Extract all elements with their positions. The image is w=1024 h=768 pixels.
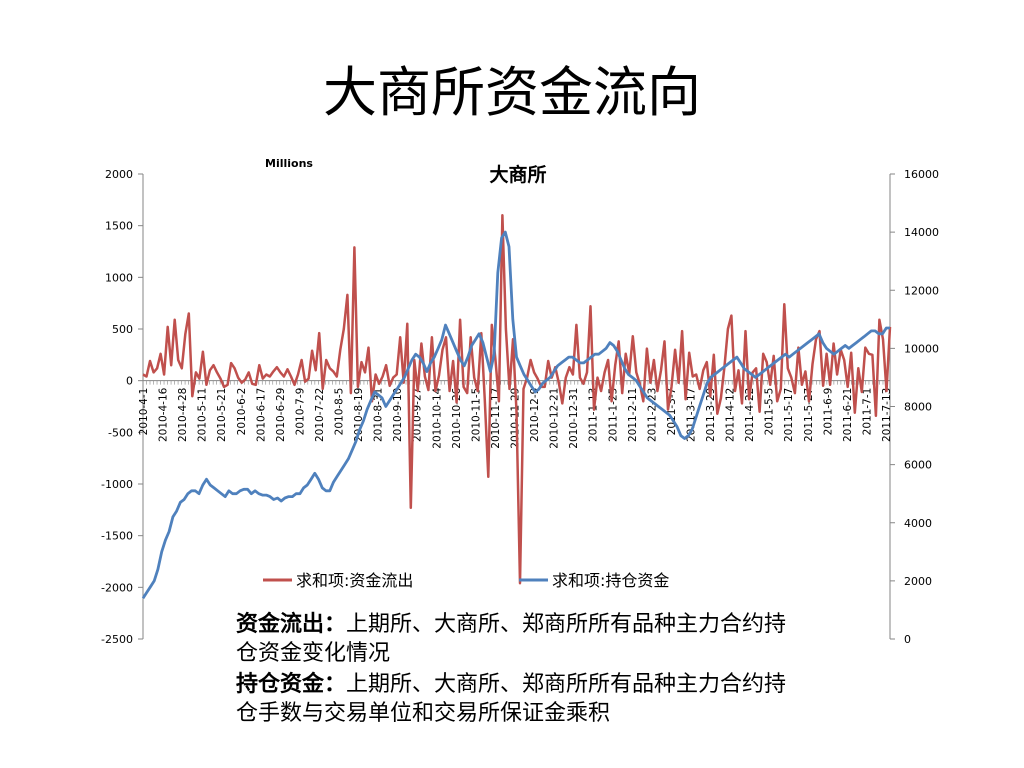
left-tick-label: -2000 [101,581,133,594]
left-tick-label: -2500 [101,633,133,646]
x-tick-label: 2010-10-26 [451,387,463,448]
note-text: 上期所、大商所、郑商所所有品种主力合约持仓手数与交易单位和交易所保证金乘积 [236,672,787,726]
legend-label-outflow: 求和项:资金流出 [296,571,413,590]
x-tick-label: 2010-12-21 [549,388,561,449]
x-tick-label: 2010-12-9 [529,388,541,442]
series-line-outflow [142,214,892,585]
notes: 资金流出：上期所、大商所、郑商所所有品种主力合约持仓资金变化情况 持仓资金：上期… [236,610,796,730]
x-tick-label: 2010-10-14 [431,387,443,448]
right-tick-label: 8000 [904,401,932,414]
left-tick-label: 1500 [105,220,133,233]
legend: 求和项:资金流出 求和项:持仓资金 [263,571,669,590]
x-tick-label: 2011-3-17 [685,388,697,442]
x-tick-label: 2011-6-21 [842,388,854,442]
left-tick-label: -1500 [101,530,133,543]
left-tick-label: -500 [108,426,133,439]
left-tick-label: 0 [126,375,133,388]
x-tick-label: 2010-5-11 [197,388,209,442]
x-tick-label: 2011-1-13 [588,388,600,442]
unit-label: Millions [265,157,313,170]
x-tick-label: 2010-6-29 [275,388,287,442]
note-term: 资金流出： [236,611,347,637]
x-tick-label: 2010-6-17 [255,388,267,442]
x-tick-label: 2010-11-5 [470,388,482,442]
note-outflow: 资金流出：上期所、大商所、郑商所所有品种主力合约持仓资金变化情况 [236,610,796,668]
left-tick-label: 500 [112,323,133,336]
right-tick-label: 4000 [904,517,932,530]
x-tick-label: 2011-2-23 [646,388,658,442]
legend-label-holding: 求和项:持仓资金 [552,571,669,590]
x-tick-label: 2011-5-17 [783,388,795,442]
x-tick-label: 2010-11-17 [490,388,502,449]
right-tick-label: 2000 [904,575,932,588]
x-tick-label: 2011-6-9 [822,388,834,436]
x-tick-label: 2011-7-1 [861,388,873,436]
x-tick-label: 2011-5-27 [803,388,815,442]
right-tick-label: 0 [904,633,911,646]
page-title: 大商所资金流向 [323,61,701,124]
x-tick-label: 2011-1-25 [607,388,619,442]
x-tick-label: 2010-5-21 [216,388,228,442]
x-tick-label: 2011-4-22 [744,388,756,442]
x-tick-label: 2010-4-1 [138,388,150,436]
right-tick-label: 16000 [904,168,939,181]
note-holding: 持仓资金：上期所、大商所、郑商所所有品种主力合约持仓手数与交易单位和交易所保证金… [236,670,796,728]
series-line-holding [141,230,890,600]
x-tick-label: 2011-3-29 [705,388,717,442]
right-tick-label: 12000 [904,284,939,297]
x-tick-label: 2011-4-12 [725,388,737,442]
x-tick-label: 2010-7-22 [314,388,326,442]
x-tick-label: 2010-7-9 [294,388,306,436]
note-text: 上期所、大商所、郑商所所有品种主力合约持仓资金变化情况 [236,612,787,666]
x-tick-label: 2010-8-5 [334,388,346,436]
right-tick-label: 10000 [904,342,939,355]
x-tick-label: 2010-6-2 [236,388,248,436]
right-tick-label: 6000 [904,459,932,472]
x-tick-label: 2010-12-31 [568,388,580,449]
chart-title: 大商所 [489,163,546,186]
x-tick-label: 2010-8-31 [373,388,385,442]
x-tick-label: 2010-4-16 [158,387,170,442]
x-tick-label: 2010-9-10 [392,388,404,442]
x-tick-label: 2011-7-13 [881,388,893,442]
left-tick-label: -1000 [101,478,133,491]
x-tick-label: 2011-5-5 [764,388,776,436]
right-tick-label: 14000 [904,226,939,239]
note-term: 持仓资金： [236,671,347,697]
x-tick-label: 2011-2-11 [627,388,639,442]
x-tick-label: 2010-8-19 [353,388,365,442]
left-tick-label: 1000 [105,271,133,284]
left-tick-label: 2000 [105,168,133,181]
x-tick-label: 2010-9-27 [412,388,424,442]
x-tick-label: 2010-4-28 [177,388,189,442]
